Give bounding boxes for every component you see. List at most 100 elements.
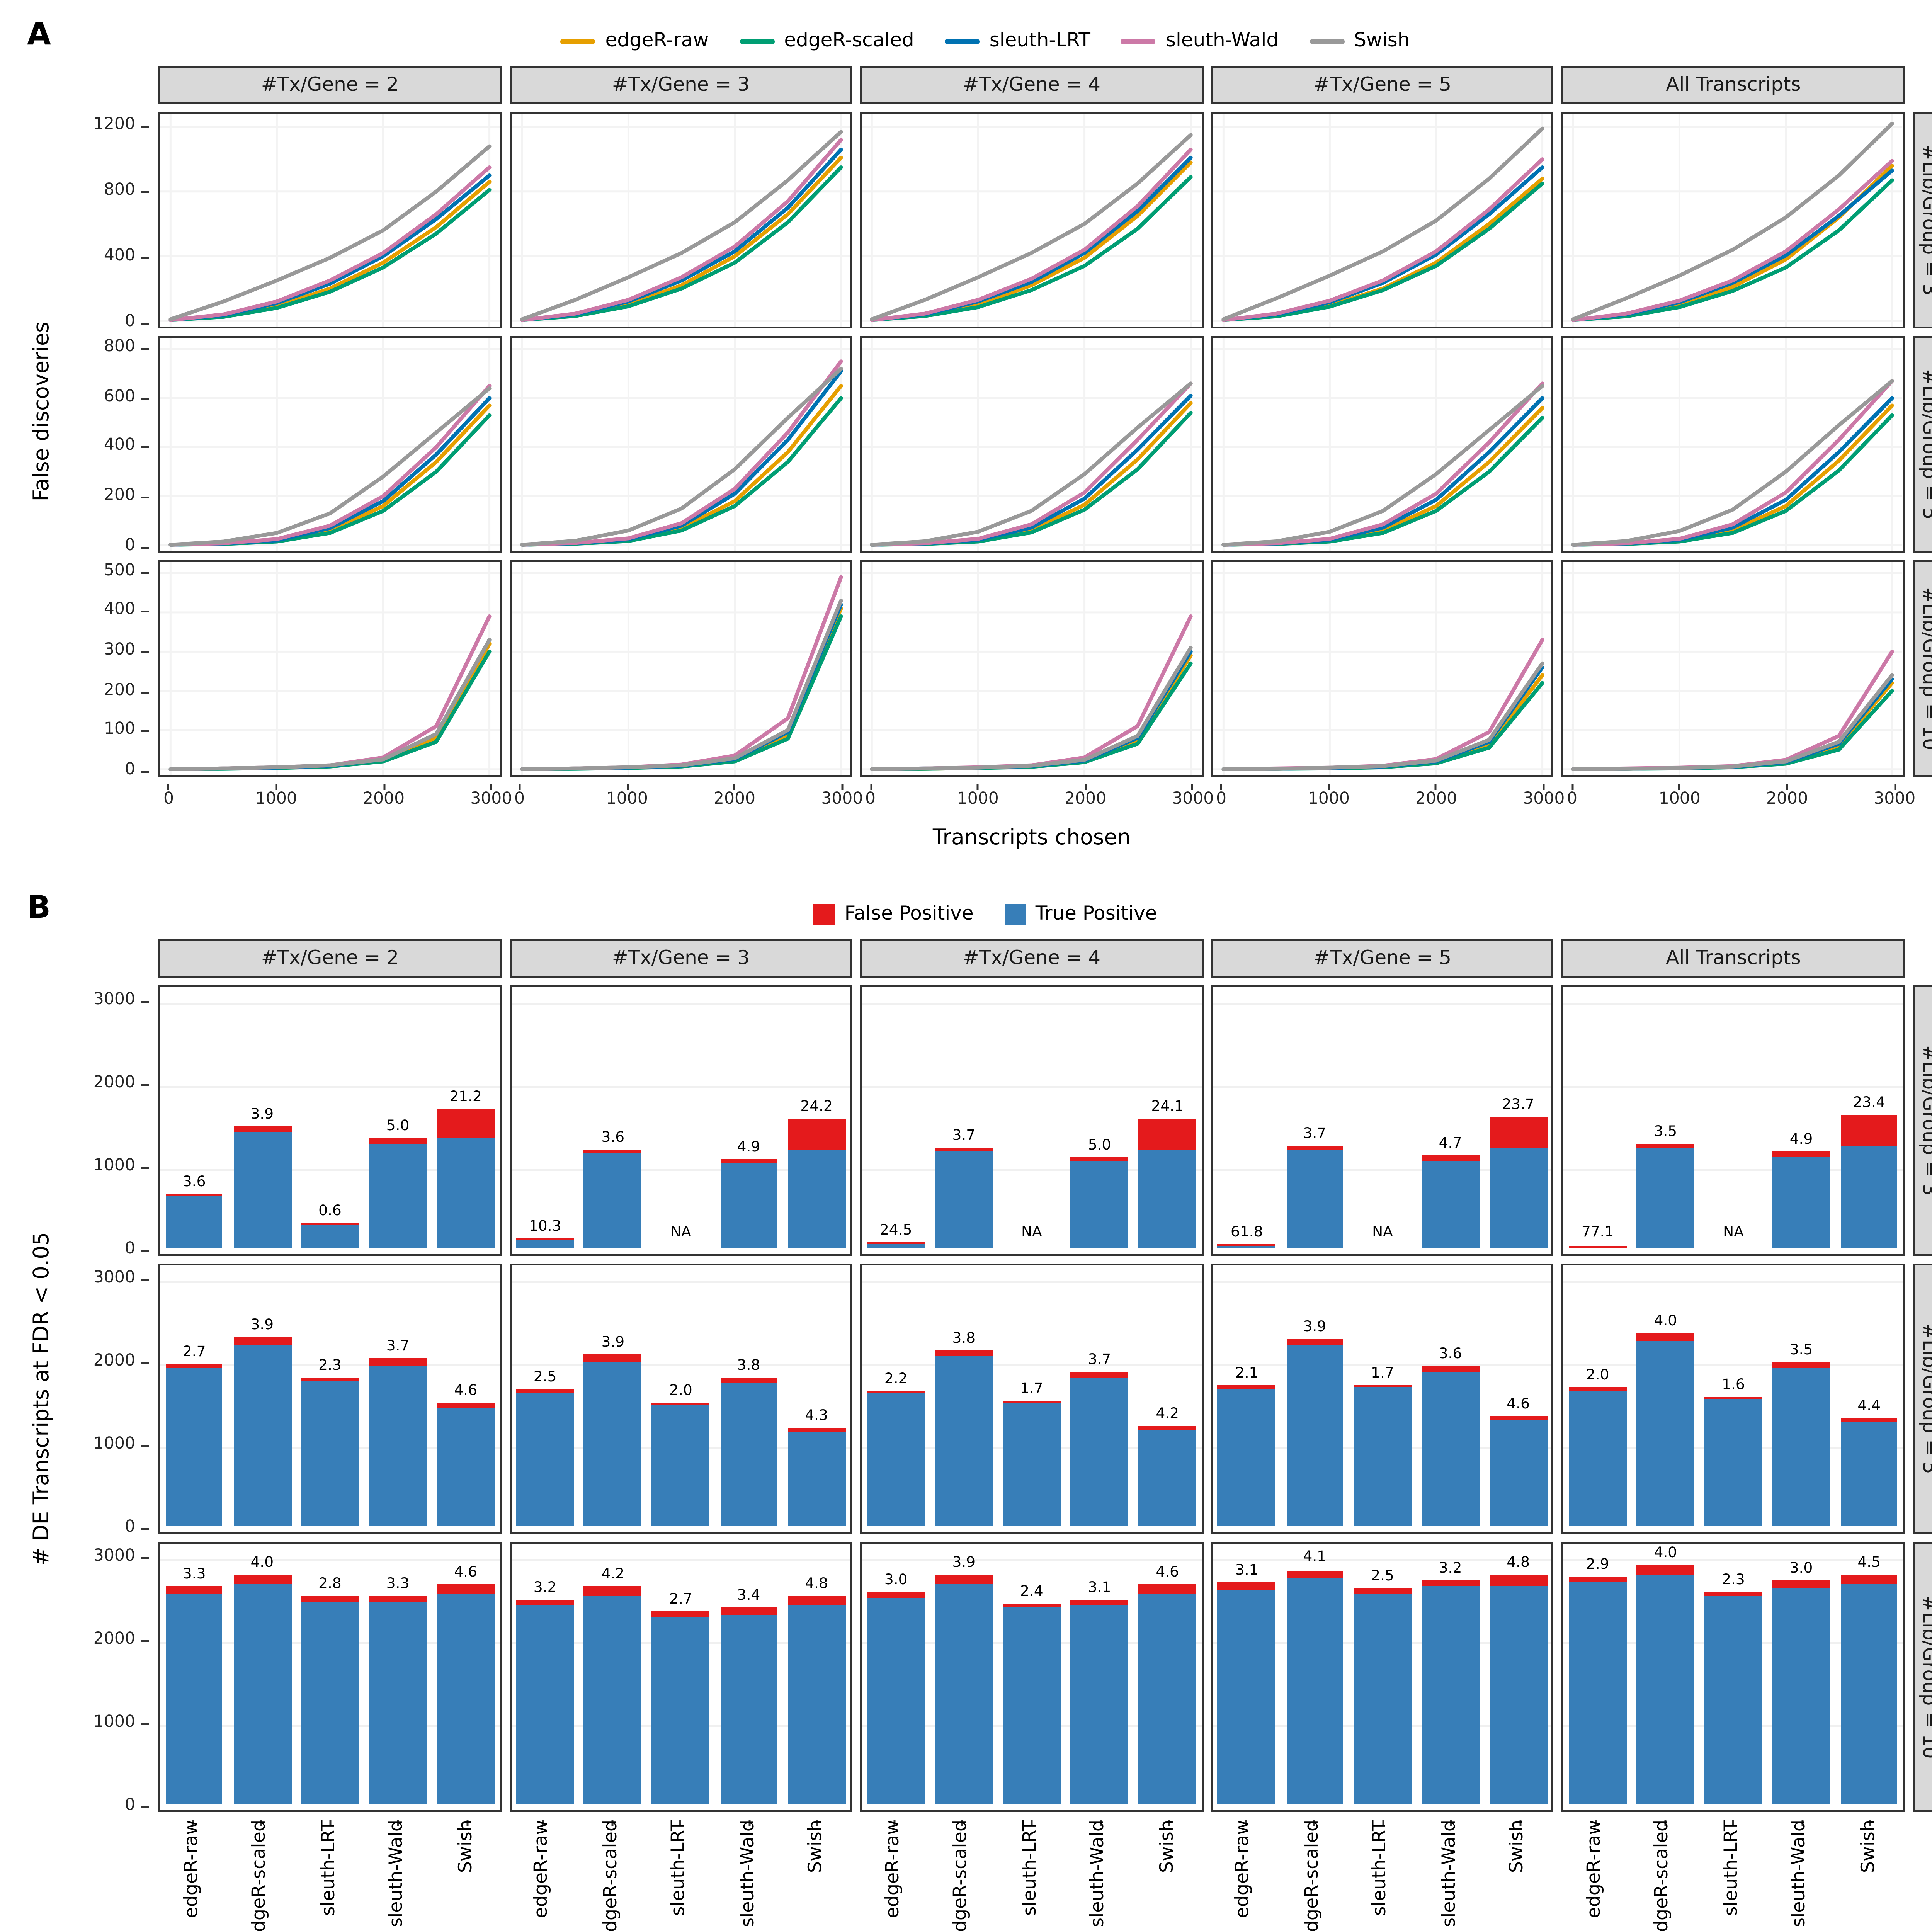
x-tick-mark: [383, 784, 385, 790]
bar-false-positive-segment: [165, 1586, 223, 1594]
stacked-bar-plot-cell: 3.3 4.0 2.8 3.3 4.6: [158, 1542, 502, 1812]
bar-value-label: 5.0: [386, 1117, 410, 1134]
line-plot-cell: [860, 336, 1203, 553]
bar-false-positive-segment: [1636, 1145, 1694, 1148]
bar-false-positive-segment: [165, 1194, 223, 1196]
stacked-bar-plot-cell: 2.1 3.9 1.7 3.6 4.6: [1211, 1264, 1554, 1534]
y-tick-mark: [141, 1723, 149, 1725]
y-tick-label: 1200: [93, 115, 135, 134]
bar-false-positive-segment: [301, 1596, 359, 1602]
stacked-bar-plot-cell: 2.2 3.8 1.7 3.7 4.2: [860, 1264, 1203, 1534]
x-tick-mark: [1869, 1820, 1872, 1826]
line-plot-svg: [511, 562, 850, 775]
x-category-labels: edgeR-raw edgeR-scaled sleuth-LRT sleuth-Wa…: [860, 1820, 1203, 1932]
line-plot-cell: [509, 112, 852, 328]
line-series-edgeR-scaled: [170, 651, 489, 769]
line-series-sleuth-Wald: [521, 361, 840, 544]
bar-false-positive-segment: [935, 1575, 993, 1584]
x-tick-mark: [1168, 1820, 1170, 1826]
x-tick-label: 3000: [1523, 790, 1565, 810]
category-label-Swish: Swish: [1507, 1820, 1529, 1873]
line-series-sleuth-Wald: [1223, 640, 1542, 769]
y-tick-mark: [141, 323, 149, 325]
bar-sleuth-Wald: [1772, 1152, 1830, 1248]
category-label-Swish: Swish: [806, 1820, 827, 1873]
bar-false-positive-segment: [1421, 1156, 1480, 1161]
gridline: [862, 1002, 1201, 1004]
line-plot-svg: [511, 338, 850, 551]
bar-value-label: 2.5: [533, 1368, 557, 1386]
bar-edgeR-scaled: [1636, 1145, 1694, 1248]
bar-value-label: 2.8: [318, 1575, 342, 1593]
facet-column-strip: #Tx/Gene = 4: [860, 939, 1203, 978]
bar-edgeR-scaled: [935, 1148, 993, 1248]
y-tick-mark: [141, 1361, 149, 1364]
bar-value-label: 2.3: [318, 1357, 342, 1374]
gridline: [1213, 1558, 1552, 1561]
gridline: [511, 1002, 850, 1004]
y-tick-label: 0: [124, 1239, 135, 1259]
bar-value-label: 3.4: [737, 1587, 760, 1604]
y-tick-label: 0: [124, 537, 135, 556]
line-plot-svg: [160, 114, 500, 327]
line-plot-svg: [862, 114, 1201, 327]
x-tick-mark: [490, 784, 492, 790]
y-tick-label: 0: [124, 1517, 135, 1537]
line-series-sleuth-Wald: [1574, 651, 1893, 769]
bar-edgeR-raw: [867, 1591, 925, 1804]
legend-line-swatch: [945, 37, 980, 44]
x-category-labels: edgeR-raw edgeR-scaled sleuth-LRT sleuth-Wa…: [1562, 1820, 1905, 1932]
bar-value-label: 2.4: [1020, 1582, 1043, 1599]
gridline: [862, 1558, 1201, 1561]
bar-false-positive-segment: [1421, 1366, 1480, 1372]
line-plot-svg: [1564, 114, 1903, 327]
line-series-sleuth-Wald: [170, 616, 489, 769]
bar-false-positive-segment: [719, 1378, 778, 1384]
y-tick-mark: [141, 771, 149, 773]
y-tick-mark: [141, 651, 149, 653]
facet-column-strip: #Tx/Gene = 3: [509, 66, 852, 104]
line-plot-svg: [1213, 114, 1552, 327]
x-tick-label: 0: [865, 790, 876, 810]
bar-edgeR-raw: [1218, 1244, 1276, 1248]
bar-false-positive-segment: [1636, 1565, 1694, 1575]
gridline: [1213, 1280, 1552, 1282]
x-tick-label: 1000: [957, 790, 999, 810]
bar-false-positive-segment: [1840, 1418, 1898, 1423]
x-axis-ticks: 0 1000 2000 3000: [860, 784, 1214, 815]
bar-false-positive-segment: [867, 1390, 925, 1394]
category-label-sleuth-LRT: sleuth-LRT: [668, 1820, 690, 1916]
bar-value-label: 4.6: [454, 1562, 477, 1580]
line-plot-svg: [160, 562, 500, 775]
x-tick-mark: [680, 1820, 682, 1826]
line-series-sleuth-Wald: [872, 383, 1191, 544]
bar-edgeR-scaled: [1286, 1570, 1344, 1804]
y-tick-label: 3000: [93, 1546, 135, 1566]
line-plot-svg: [862, 562, 1201, 775]
bar-false-positive-segment: [719, 1608, 778, 1615]
bar-false-positive-segment: [1138, 1584, 1196, 1594]
bar-value-label: 3.9: [601, 1333, 625, 1351]
category-label-sleuth-Wald: sleuth-Wald: [1790, 1820, 1811, 1927]
legend-label: edgeR-raw: [605, 30, 709, 51]
facet-column-strip: All Transcripts: [1561, 66, 1905, 104]
category-label-edgeR-raw: edgeR-raw: [1584, 1820, 1605, 1918]
bar-false-positive-segment: [1840, 1575, 1898, 1585]
gridline: [1563, 1558, 1903, 1561]
gridline: [1213, 1363, 1552, 1366]
line-series-Swish: [521, 369, 840, 544]
bar-value-label: 4.0: [1654, 1313, 1677, 1330]
bar-value-label: 3.9: [952, 1553, 976, 1571]
bar-false-positive-segment: [935, 1148, 993, 1152]
line-series-sleuth-LRT: [521, 605, 840, 769]
y-tick-mark: [141, 1444, 149, 1447]
panel-a-y-axis-title: False discoveries: [29, 321, 54, 501]
category-label-edgeR-raw: edgeR-raw: [180, 1820, 202, 1918]
grid-corner: [58, 66, 151, 104]
bar-Swish: [437, 1108, 495, 1248]
legend-label: Swish: [1354, 30, 1410, 51]
legend-item-true-positive: True Positive: [1004, 903, 1157, 925]
panel-a-legend: edgeR-raw edgeR-scaled sleuth-LRT sleuth-Wa…: [27, 15, 1932, 66]
y-tick-mark: [141, 447, 149, 449]
gridline: [1563, 1363, 1903, 1366]
